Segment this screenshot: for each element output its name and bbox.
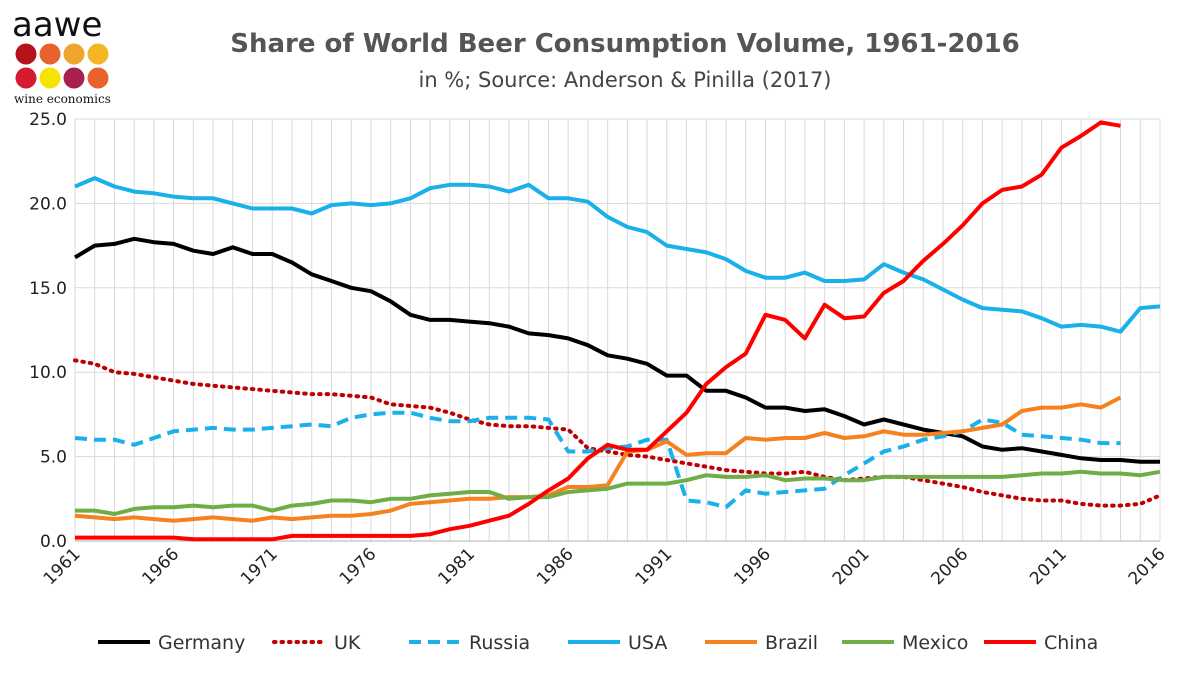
legend: Germany UK Russia USA Brazil Mexico China: [98, 632, 1098, 654]
aawe-logo: aawe wine economics: [12, 5, 111, 106]
logo-tagline: wine economics: [14, 92, 111, 106]
legend-item-mexico: Mexico: [842, 632, 968, 654]
logo-dot: [63, 67, 85, 89]
y-tick-label: 5.0: [40, 448, 67, 468]
logo-dots: [15, 43, 109, 89]
x-tick-label: 1981: [434, 544, 479, 589]
x-tick-label: 2016: [1125, 544, 1170, 589]
logo-dot: [39, 43, 61, 65]
series-line-russia: [74, 410, 1121, 510]
y-axis-tick-labels: 0.0 5.0 10.0 15.0 20.0 25.0: [29, 110, 67, 552]
y-tick-label: 10.0: [29, 363, 67, 383]
legend-item-germany: Germany: [98, 632, 245, 654]
logo-dot: [63, 43, 85, 65]
legend-item-uk: UK: [272, 632, 361, 654]
series-line-usa: [74, 176, 1161, 334]
legend-item-usa: USA: [568, 632, 667, 654]
gridlines: [74, 118, 1161, 542]
x-tick-label: 2006: [928, 544, 973, 589]
x-tick-label: 1966: [138, 544, 183, 589]
legend-label: Germany: [158, 632, 245, 654]
legend-label: UK: [334, 632, 361, 654]
x-tick-label: 1971: [237, 544, 282, 589]
legend-label: Brazil: [765, 632, 818, 654]
series-line-brazil: [74, 395, 1122, 523]
series-line-uk: [73, 358, 1162, 508]
legend-label: USA: [628, 632, 667, 654]
logo-dot: [15, 67, 37, 89]
logo-dot: [39, 67, 61, 89]
y-tick-label: 25.0: [29, 110, 67, 130]
logo-dot: [87, 67, 109, 89]
x-tick-label: 1976: [336, 544, 381, 589]
chart-title: Share of World Beer Consumption Volume, …: [230, 29, 1020, 59]
logo-wordmark: aawe: [12, 5, 102, 45]
y-tick-label: 20.0: [29, 194, 67, 214]
series-line-mexico: [75, 469, 1161, 516]
plot-area: 0.05.010.015.020.025.0 1961 1966 1971 1976 1…: [29, 110, 1169, 589]
x-tick-label: 2001: [829, 544, 874, 589]
y-tick-label: 15.0: [29, 279, 67, 299]
legend-item-russia: Russia: [409, 632, 530, 654]
series-line-germany: [73, 236, 1160, 464]
x-tick-label: 2011: [1026, 544, 1071, 589]
x-tick-label: 1996: [730, 544, 775, 589]
x-tick-label: 1986: [533, 544, 578, 589]
x-tick-label: 1991: [632, 544, 677, 589]
y-tick-label: 0.0: [40, 532, 67, 552]
legend-label: Mexico: [902, 632, 968, 654]
logo-dot: [87, 43, 109, 65]
series-line-china: [75, 120, 1121, 542]
x-axis-tick-labels: 1961 1966 1971 1976 1981 1986 1991 1996 2001 2006…: [40, 544, 1170, 589]
legend-label: Russia: [469, 632, 530, 654]
logo-dot: [15, 43, 37, 65]
series-lines: [73, 120, 1162, 542]
legend-item-brazil: Brazil: [705, 632, 818, 654]
legend-item-china: China: [984, 632, 1098, 654]
legend-label: China: [1044, 632, 1098, 654]
chart-subtitle: in %; Source: Anderson & Pinilla (2017): [418, 68, 831, 92]
